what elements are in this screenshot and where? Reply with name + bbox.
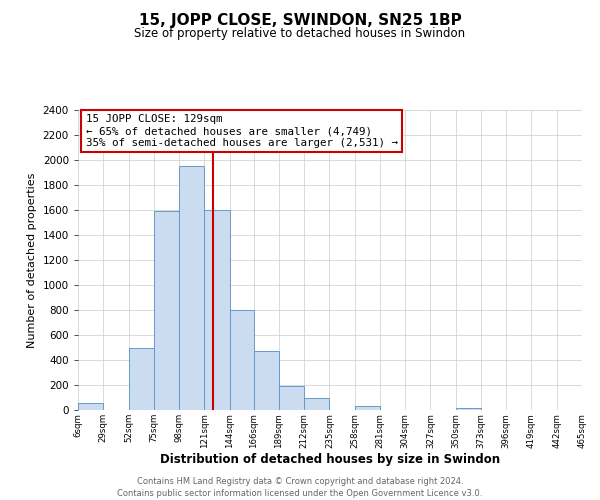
Bar <box>355 406 380 410</box>
Bar <box>204 210 230 410</box>
Bar <box>230 310 254 410</box>
Text: Contains HM Land Registry data © Crown copyright and database right 2024.: Contains HM Land Registry data © Crown c… <box>137 478 463 486</box>
Bar <box>254 351 279 410</box>
Bar <box>128 348 154 410</box>
Bar <box>304 398 329 410</box>
Text: Size of property relative to detached houses in Swindon: Size of property relative to detached ho… <box>134 28 466 40</box>
Text: 15 JOPP CLOSE: 129sqm
← 65% of detached houses are smaller (4,749)
35% of semi-d: 15 JOPP CLOSE: 129sqm ← 65% of detached … <box>86 114 398 148</box>
Text: Contains public sector information licensed under the Open Government Licence v3: Contains public sector information licen… <box>118 489 482 498</box>
Y-axis label: Number of detached properties: Number of detached properties <box>27 172 37 348</box>
Bar <box>456 408 481 410</box>
X-axis label: Distribution of detached houses by size in Swindon: Distribution of detached houses by size … <box>160 453 500 466</box>
Bar <box>279 386 304 410</box>
Bar <box>179 166 204 410</box>
Bar <box>78 403 103 410</box>
Text: 15, JOPP CLOSE, SWINDON, SN25 1BP: 15, JOPP CLOSE, SWINDON, SN25 1BP <box>139 12 461 28</box>
Bar <box>154 211 179 410</box>
